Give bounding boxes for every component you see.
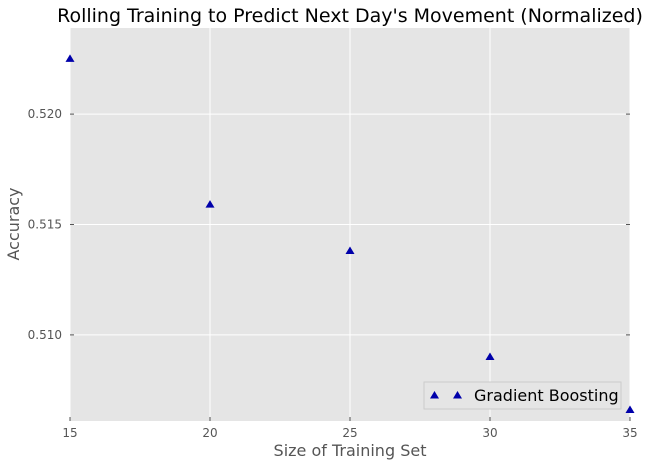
x-tick-label: 35 bbox=[622, 426, 637, 440]
y-tick-label: 0.510 bbox=[28, 328, 62, 342]
legend-marker-icon bbox=[453, 391, 462, 399]
y-gridlines bbox=[70, 113, 630, 336]
data-point-triangle bbox=[65, 54, 75, 62]
x-tick-label: 25 bbox=[342, 426, 357, 440]
y-axis-ticks: 0.510 0.515 0.520 bbox=[28, 107, 630, 342]
data-point-triangle bbox=[345, 246, 355, 254]
data-point-triangle bbox=[485, 352, 495, 360]
x-tick-label: 15 bbox=[62, 426, 77, 440]
x-axis-ticks: 15 20 25 30 35 bbox=[62, 417, 638, 440]
x-tick-label: 20 bbox=[202, 426, 217, 440]
y-axis-label: Accuracy bbox=[4, 187, 23, 260]
y-tick-label: 0.515 bbox=[28, 218, 62, 232]
data-point-triangle bbox=[205, 200, 215, 208]
legend-marker-icon bbox=[430, 391, 439, 399]
x-tick-label: 30 bbox=[482, 426, 497, 440]
x-axis-label: Size of Training Set bbox=[274, 441, 427, 460]
chart-title: Rolling Training to Predict Next Day's M… bbox=[57, 5, 643, 27]
y-tick-label: 0.520 bbox=[28, 107, 62, 121]
legend-label: Gradient Boosting bbox=[474, 386, 619, 405]
legend: Gradient Boosting bbox=[423, 381, 622, 410]
data-point-triangle bbox=[625, 405, 635, 413]
data-points bbox=[65, 54, 635, 413]
